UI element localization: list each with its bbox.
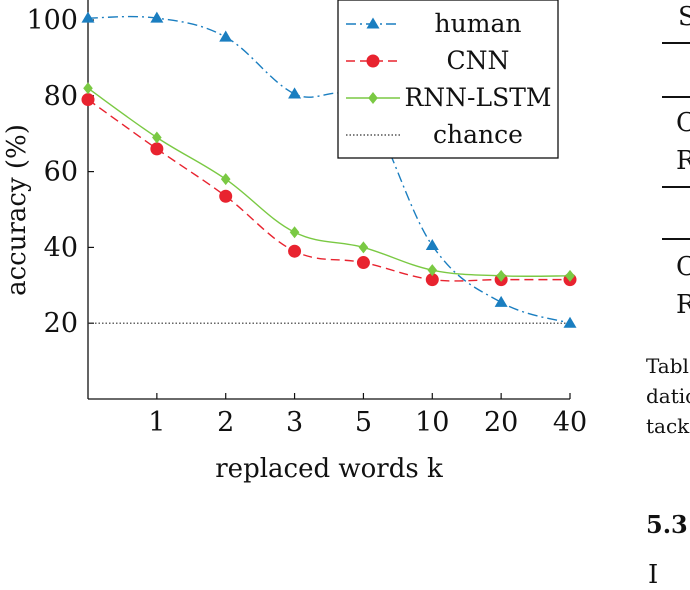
x-tick-label: 5	[355, 407, 372, 438]
series-line-human	[87, 15, 571, 324]
legend-marker-rnn-lstm	[368, 92, 378, 104]
data-point-cnn	[81, 93, 95, 107]
y-tick-label: 100	[26, 5, 78, 36]
x-tick-label: 20	[484, 407, 518, 438]
legend-label-human: human	[435, 9, 522, 38]
x-tick-label: 1	[148, 407, 165, 438]
data-point-human	[494, 295, 508, 307]
legend: human CNN RNN-LSTM chance	[337, 0, 559, 159]
caption-fragment-2: datio	[646, 384, 690, 408]
table-row-fragment-4: R	[676, 290, 690, 320]
legend-label-chance: chance	[433, 120, 523, 149]
y-tick-label: 20	[44, 308, 78, 339]
legend-marker-human	[366, 17, 380, 29]
table-row-fragment-3: C	[676, 252, 690, 282]
data-point-cnn	[150, 142, 164, 156]
data-point-rnn-lstm	[289, 226, 300, 239]
table-rule-4	[662, 238, 690, 240]
x-tick-label: 10	[415, 407, 449, 438]
data-point-rnn-lstm	[220, 173, 231, 186]
y-tick-label: 40	[44, 232, 78, 263]
x-tick-label: 3	[286, 407, 303, 438]
accuracy-chart: 20 40 60 80 100 1 2 3 5 10 20 40 human CNN RNN-LSTM ch…	[2, 0, 587, 484]
caption-fragment-3: tack	[646, 414, 690, 438]
legend-marker-cnn	[366, 54, 380, 68]
data-point-human	[150, 11, 164, 23]
data-point-human	[288, 87, 302, 99]
data-point-human	[219, 30, 233, 42]
table-row-fragment-2: R	[676, 146, 690, 176]
data-point-rnn-lstm	[152, 131, 162, 144]
data-point-rnn-lstm	[565, 269, 575, 282]
data-point-cnn	[219, 189, 233, 203]
data-point-human	[563, 316, 577, 328]
axes: 20 40 60 80 100 1 2 3 5 10 20 40	[26, 0, 587, 438]
table-row-fragment-1: C	[676, 108, 690, 138]
section-heading-fragment: 5.3	[646, 510, 688, 539]
table-header-fragment: S	[678, 2, 690, 32]
series-layer	[81, 11, 577, 328]
y-tick-label: 80	[44, 81, 78, 112]
data-point-rnn-lstm	[496, 269, 506, 282]
body-text-fragment: I	[648, 560, 659, 590]
legend-label-rnn-lstm: RNN-LSTM	[404, 83, 551, 112]
data-point-human	[81, 11, 95, 23]
table-rule-2	[662, 96, 690, 98]
data-point-cnn	[288, 244, 302, 258]
y-tick-label: 60	[44, 157, 78, 188]
legend-label-cnn: CNN	[447, 46, 510, 75]
y-axis-label: accuracy (%)	[2, 124, 32, 296]
data-point-rnn-lstm	[358, 241, 369, 254]
data-point-rnn-lstm	[83, 82, 93, 95]
data-point-human	[425, 239, 439, 251]
data-point-cnn	[356, 256, 370, 270]
table-rule-3	[662, 186, 690, 188]
x-tick-label: 2	[217, 407, 234, 438]
caption-fragment-1: Tabl	[646, 354, 689, 378]
data-point-rnn-lstm	[427, 264, 438, 277]
table-rule-top	[662, 42, 690, 44]
x-tick-label: 40	[553, 407, 587, 438]
x-axis-label: replaced words k	[215, 454, 443, 484]
